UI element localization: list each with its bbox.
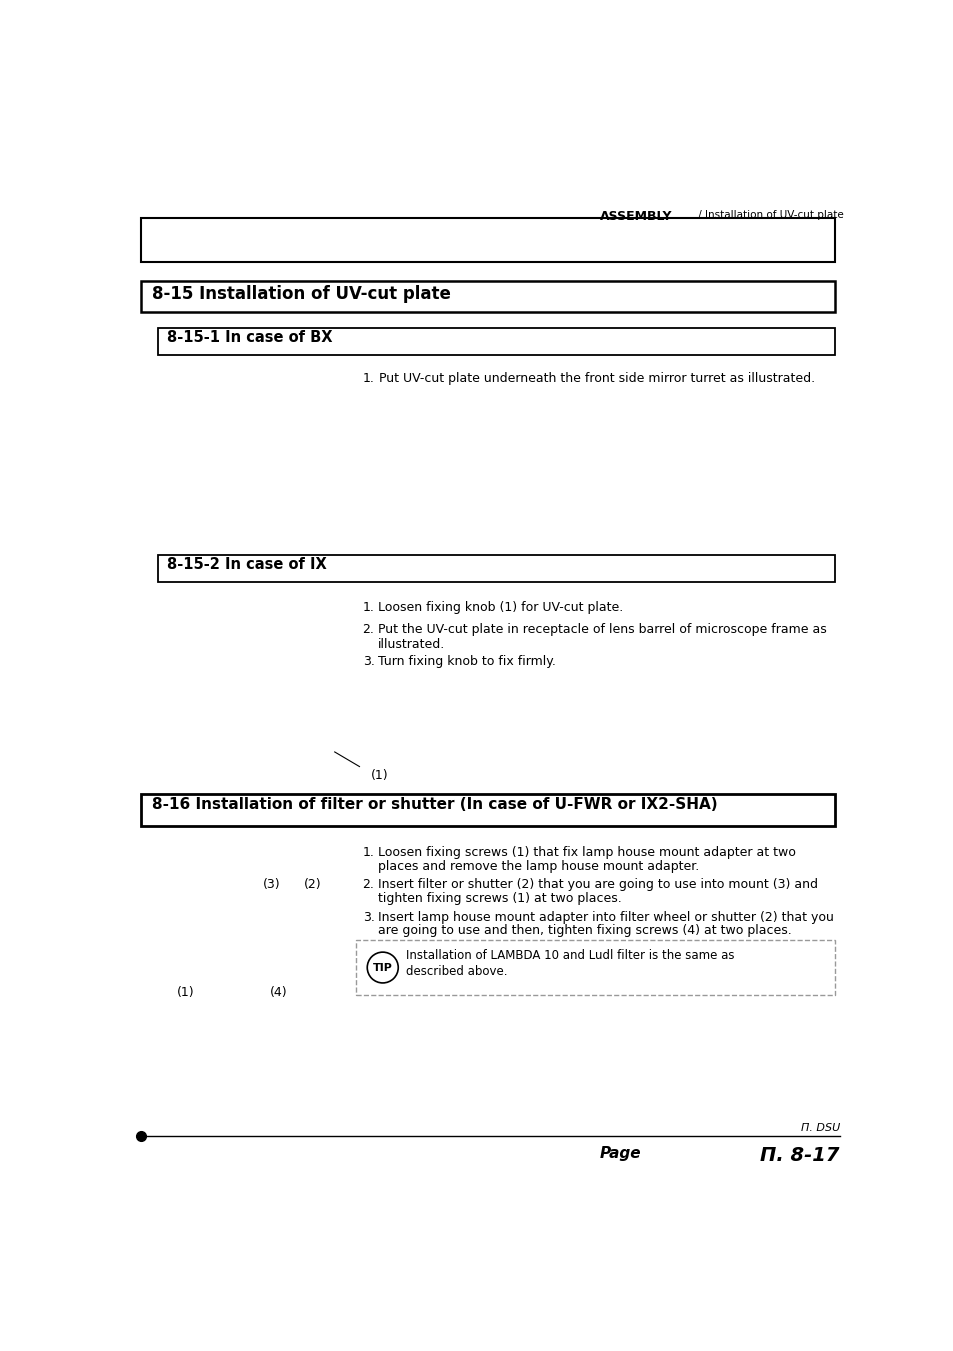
Text: Π. DSU: Π. DSU [800, 1123, 840, 1133]
Text: 8-15-2 In case of IX: 8-15-2 In case of IX [167, 557, 327, 571]
Text: tighten fixing screws (1) at two places.: tighten fixing screws (1) at two places. [377, 892, 621, 905]
Text: described above.: described above. [406, 965, 507, 978]
Text: 1.: 1. [362, 601, 375, 613]
Text: 2.: 2. [362, 878, 375, 892]
Text: 3.: 3. [362, 911, 375, 924]
Text: Installation of LAMBDA 10 and Ludl filter is the same as: Installation of LAMBDA 10 and Ludl filte… [406, 948, 734, 962]
Text: Loosen fixing screws (1) that fix lamp house mount adapter at two: Loosen fixing screws (1) that fix lamp h… [377, 846, 795, 859]
Text: Page: Page [599, 1146, 640, 1161]
Text: TIP: TIP [373, 962, 393, 973]
Text: Turn fixing knob to fix firmly.: Turn fixing knob to fix firmly. [377, 655, 556, 667]
Bar [141, 793, 835, 825]
Circle shape [367, 952, 397, 984]
Bar [158, 555, 835, 582]
Bar [141, 281, 835, 312]
Text: (4): (4) [270, 986, 288, 998]
Text: (2): (2) [303, 878, 321, 892]
Text: 8-15 Installation of UV-cut plate: 8-15 Installation of UV-cut plate [152, 285, 450, 304]
Text: Insert filter or shutter (2) that you are going to use into mount (3) and: Insert filter or shutter (2) that you ar… [377, 878, 818, 892]
Text: Π. 8-17: Π. 8-17 [760, 1146, 840, 1165]
Text: 3.: 3. [362, 655, 375, 667]
Bar [355, 940, 835, 996]
Bar [158, 328, 835, 354]
Bar [141, 218, 835, 262]
Text: are going to use and then, tighten fixing screws (4) at two places.: are going to use and then, tighten fixin… [377, 924, 791, 938]
Text: Insert lamp house mount adapter into filter wheel or shutter (2) that you: Insert lamp house mount adapter into fil… [377, 911, 833, 924]
Text: Loosen fixing knob (1) for UV-cut plate.: Loosen fixing knob (1) for UV-cut plate. [377, 601, 622, 613]
Text: places and remove the lamp house mount adapter.: places and remove the lamp house mount a… [377, 859, 699, 873]
Text: 1.: 1. [362, 372, 375, 385]
Text: illustrated.: illustrated. [377, 638, 445, 651]
Text: 8-16 Installation of filter or shutter (In case of U-FWR or IX2-SHA): 8-16 Installation of filter or shutter (… [152, 797, 717, 812]
Text: Put the UV-cut plate in receptacle of lens barrel of microscope frame as: Put the UV-cut plate in receptacle of le… [377, 623, 826, 635]
Text: 1.: 1. [362, 846, 375, 859]
Text: 2.: 2. [362, 623, 375, 635]
Text: (3): (3) [262, 878, 280, 892]
Text: (1): (1) [177, 986, 194, 998]
Text: / Installation of UV-cut plate: / Installation of UV-cut plate [695, 209, 843, 220]
Text: (1): (1) [371, 769, 388, 782]
Text: 8-15-1 In case of BX: 8-15-1 In case of BX [167, 330, 333, 345]
Text: ASSEMBLY: ASSEMBLY [599, 209, 672, 223]
Text: Put UV-cut plate underneath the front side mirror turret as illustrated.: Put UV-cut plate underneath the front si… [378, 372, 814, 385]
